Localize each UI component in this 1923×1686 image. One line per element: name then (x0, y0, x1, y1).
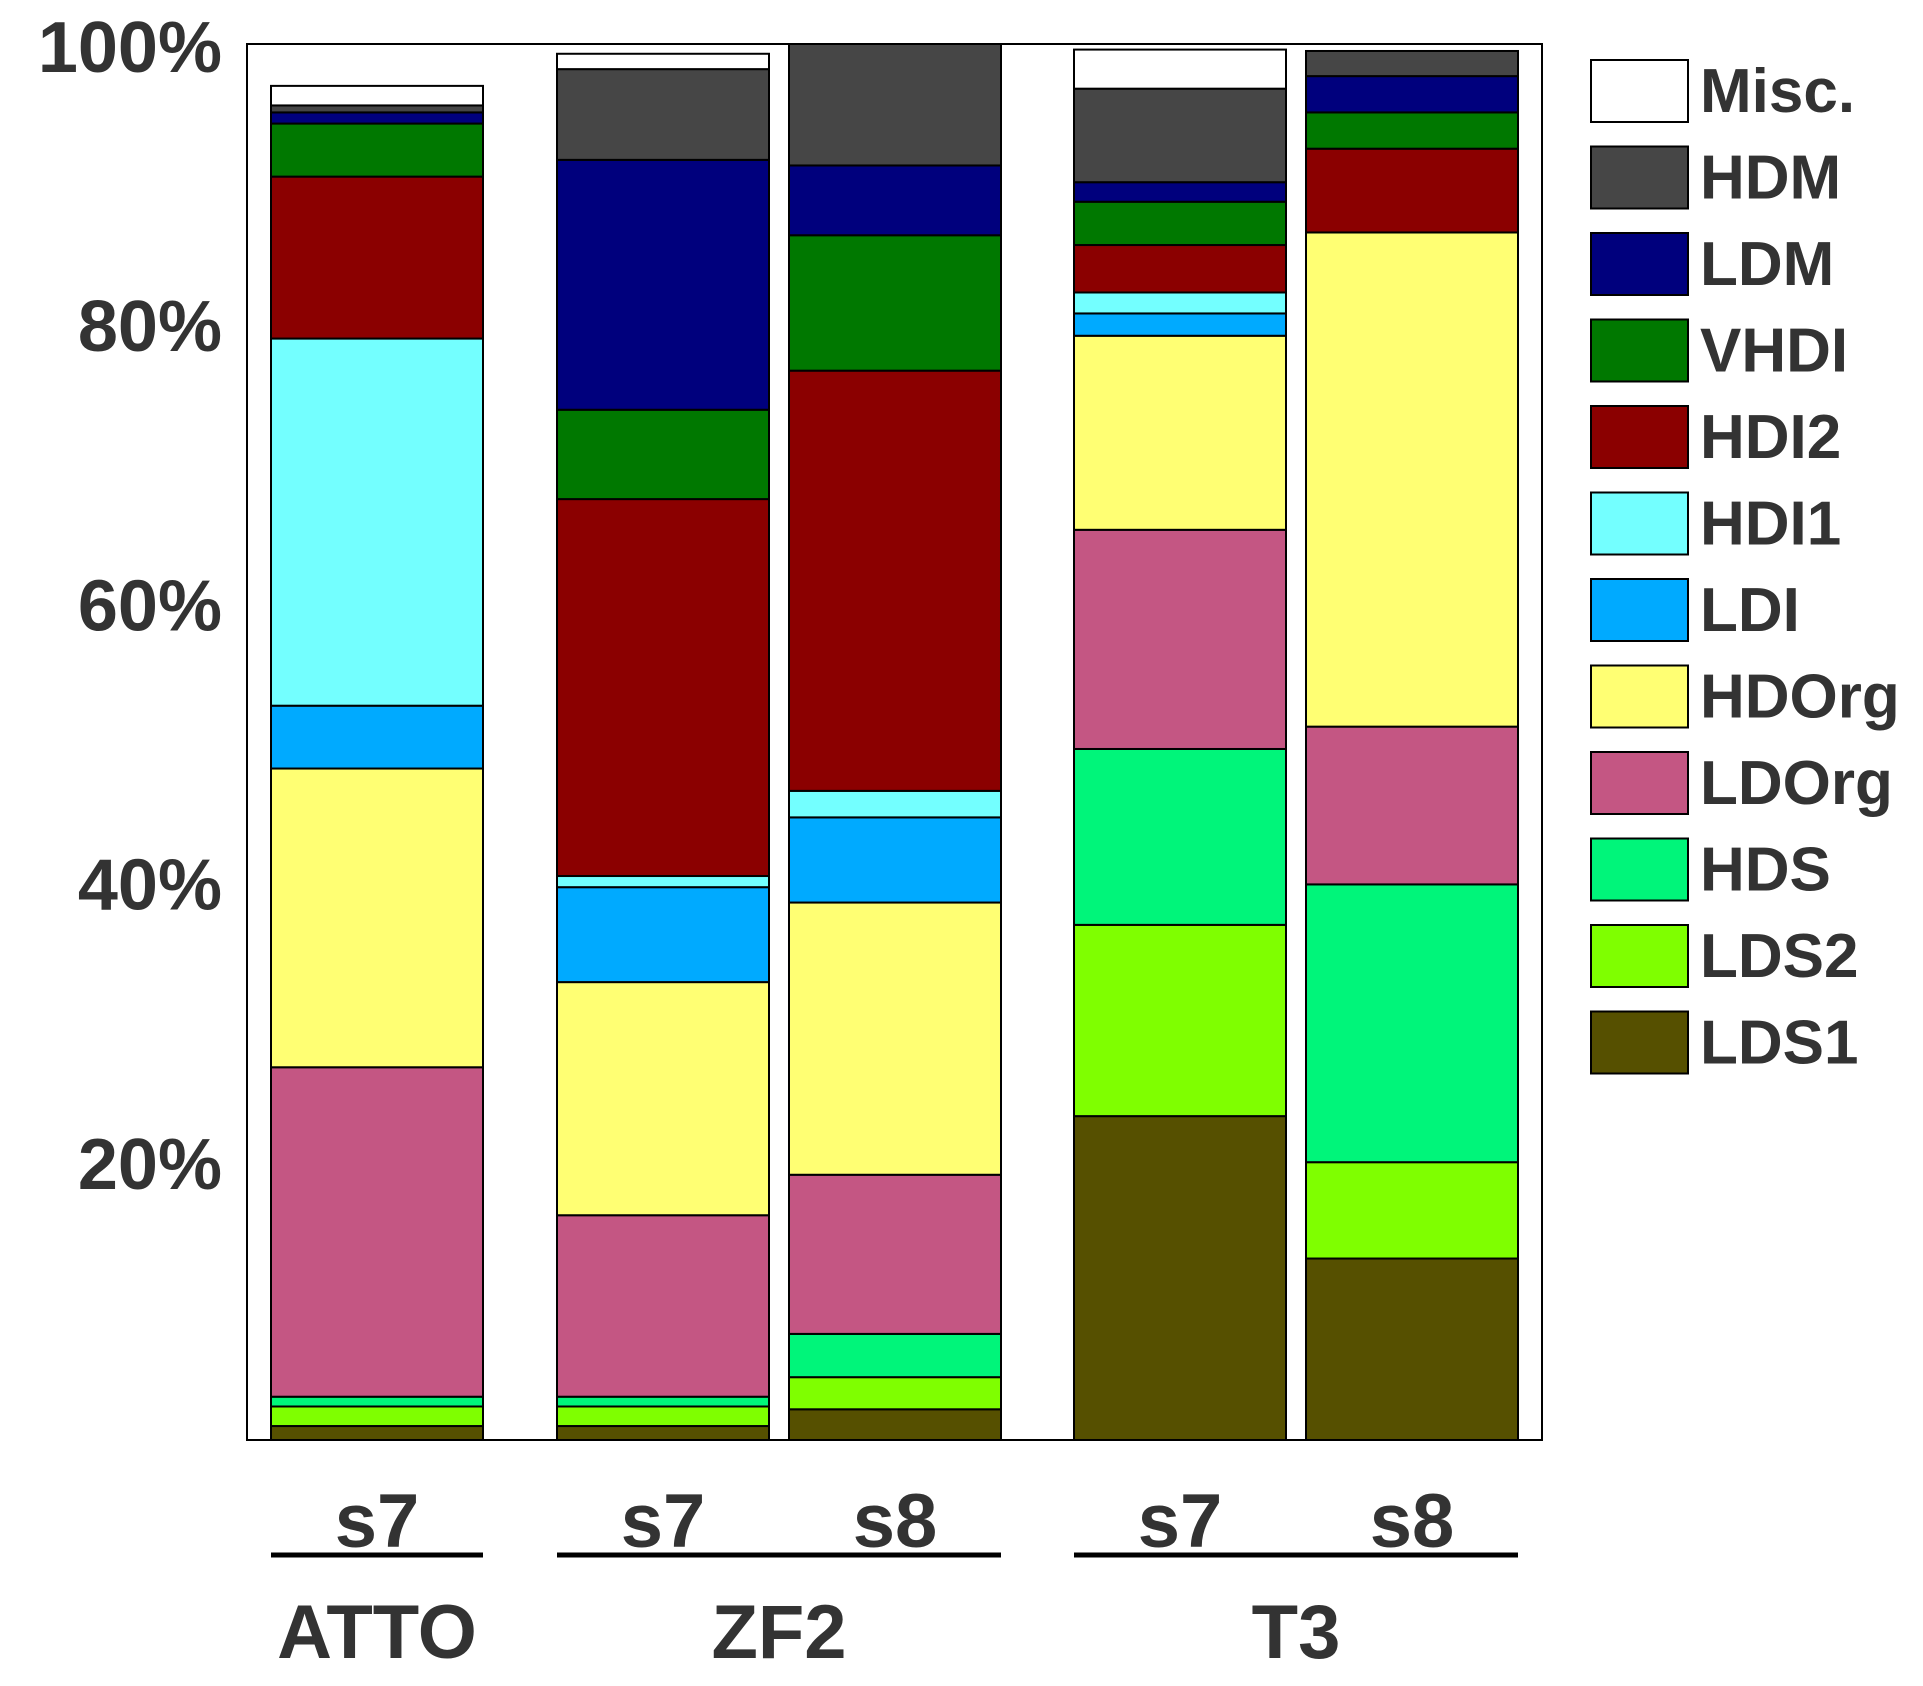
legend-label: HDOrg (1700, 663, 1900, 732)
bar-segment-zf2-s7-ldi (556, 886, 770, 984)
bar-segment-atto-s7-hdi1 (270, 337, 484, 707)
bar-segment-t3-s8-hdi2 (1305, 147, 1519, 234)
legend-label: VHDI (1700, 317, 1848, 386)
bar-segment-zf2-s7-hdi1 (556, 875, 770, 889)
bar-segment-atto-s7-hds (270, 1395, 484, 1408)
legend-label: LDOrg (1700, 749, 1893, 818)
legend-label: LDI (1700, 576, 1800, 645)
bar-segment-zf2-s7-misc (556, 52, 770, 71)
bar-segment-t3-s7-vhdi (1073, 200, 1287, 247)
legend-swatch (1590, 145, 1689, 210)
legend-label: LDS1 (1700, 1009, 1858, 1078)
legend-swatch (1590, 59, 1689, 123)
bar-segment-t3-s7-hdi1 (1073, 291, 1287, 315)
group-label: T3 (1252, 1590, 1341, 1675)
y-tick-label: 80% (78, 287, 222, 367)
bar-segment-atto-s7-hdm (270, 104, 484, 114)
bar-segment-t3-s7-hdm (1073, 87, 1287, 184)
bar-segment-zf2-s7-vhdi (556, 408, 770, 501)
bar-segment-atto-s7-hdi2 (270, 175, 484, 340)
legend-swatch (1590, 232, 1689, 296)
bar-segment-zf2-s7-hds (556, 1395, 770, 1408)
y-tick-label: 40% (78, 846, 222, 926)
bar-segment-zf2-s8-hds (788, 1332, 1002, 1379)
bar-segment-zf2-s8-hdi2 (788, 369, 1002, 792)
legend-label: LDS2 (1700, 922, 1858, 991)
bar-segment-zf2-s7-ldorg (556, 1214, 770, 1398)
bar-segment-zf2-s7-hdm (556, 68, 770, 161)
bar-segment-zf2-s8-lds2 (788, 1376, 1002, 1411)
x-tick-label: s8 (853, 1479, 938, 1564)
legend-swatch (1590, 491, 1689, 556)
x-tick-label: s7 (1138, 1479, 1223, 1564)
bar-segment-zf2-s8-ldi (788, 816, 1002, 904)
bar-segment-zf2-s7-hdi2 (556, 498, 770, 878)
bar-segment-atto-s7-vhdi (270, 122, 484, 178)
legend-swatch (1590, 924, 1689, 988)
bar-segment-t3-s8-lds2 (1305, 1161, 1519, 1260)
bar-segment-t3-s7-hds (1073, 747, 1287, 926)
legend-swatch (1590, 1010, 1689, 1075)
y-tick-label: 100% (38, 8, 222, 88)
bar-segment-zf2-s8-vhdi (788, 234, 1002, 372)
x-tick-label: s8 (1370, 1479, 1455, 1564)
bar-segment-zf2-s7-ldm (556, 158, 770, 411)
bar-segment-t3-s7-hdi2 (1073, 244, 1287, 294)
bar-segment-t3-s8-ldorg (1305, 725, 1519, 886)
bar-segment-t3-s7-misc (1073, 48, 1287, 90)
bar-segment-atto-s7-misc (270, 84, 484, 107)
bar-segment-zf2-s8-hdi1 (788, 789, 1002, 819)
x-tick-label: s7 (335, 1479, 420, 1564)
bar-segment-t3-s8-lds1 (1305, 1257, 1519, 1442)
legend-swatch (1590, 837, 1689, 902)
bar-segment-zf2-s8-lds1 (788, 1408, 1002, 1441)
bar-segment-zf2-s7-lds2 (556, 1405, 770, 1428)
x-tick-label: s7 (621, 1479, 706, 1564)
y-tick-label: 60% (78, 566, 222, 646)
bar-segment-t3-s7-hdorg (1073, 334, 1287, 531)
bar-segment-t3-s7-lds1 (1073, 1115, 1287, 1442)
bar-segment-zf2-s8-ldorg (788, 1173, 1002, 1335)
legend-label: HDM (1700, 144, 1841, 213)
bar-segment-zf2-s7-hdorg (556, 981, 770, 1217)
bar-segment-atto-s7-ldm (270, 111, 484, 125)
legend-swatch (1590, 318, 1689, 383)
bar-segment-zf2-s8-hdm (788, 43, 1002, 167)
legend-swatch (1590, 578, 1689, 642)
y-tick-label: 20% (78, 1125, 222, 1205)
bar-segment-t3-s8-hdorg (1305, 231, 1519, 728)
legend-swatch (1590, 751, 1689, 815)
bar-segment-atto-s7-hdorg (270, 767, 484, 1069)
legend-label: HDI2 (1700, 403, 1841, 472)
bar-segment-atto-s7-ldi (270, 704, 484, 770)
group-label: ZF2 (711, 1590, 846, 1675)
bar-segment-t3-s7-ldm (1073, 181, 1287, 203)
bar-segment-atto-s7-ldorg (270, 1066, 484, 1398)
bar-segment-t3-s8-hds (1305, 883, 1519, 1164)
legend-label: HDS (1700, 836, 1831, 905)
legend-swatch (1590, 664, 1689, 729)
bar-segment-zf2-s8-ldm (788, 164, 1002, 237)
bar-segment-atto-s7-lds2 (270, 1405, 484, 1428)
bar-segment-t3-s7-ldi (1073, 312, 1287, 337)
legend-label: Misc. (1700, 57, 1855, 126)
legend-label: LDM (1700, 230, 1834, 299)
legend-label: HDI1 (1700, 490, 1841, 559)
bar-segment-t3-s7-ldorg (1073, 528, 1287, 750)
bar-segment-t3-s8-hdm (1305, 49, 1519, 78)
group-label: ATTO (277, 1590, 477, 1675)
bar-segment-atto-s7-lds1 (270, 1425, 484, 1442)
bar-segment-zf2-s7-lds1 (556, 1425, 770, 1442)
bar-segment-t3-s8-ldm (1305, 75, 1519, 114)
bar-segment-t3-s7-lds2 (1073, 923, 1287, 1118)
bar-segment-zf2-s8-hdorg (788, 901, 1002, 1176)
bar-segment-t3-s8-vhdi (1305, 111, 1519, 150)
legend-swatch (1590, 405, 1689, 469)
